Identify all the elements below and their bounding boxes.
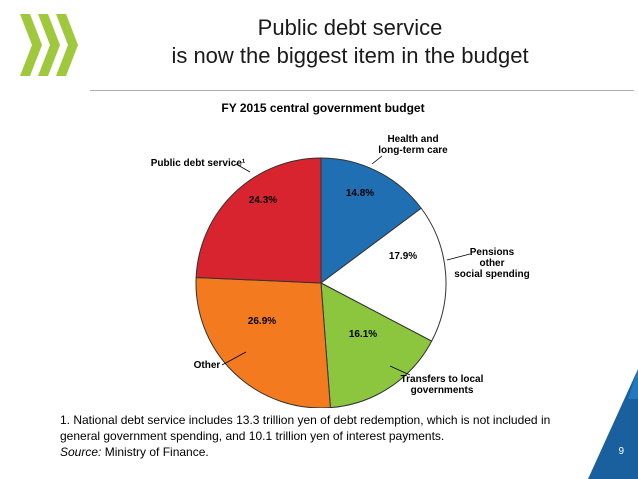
slice-value-label-3: 26.9% [248, 316, 276, 327]
slice-category-label-1: Pensions other social spending [454, 247, 530, 280]
pie-chart: FY 2015 central government budget 14.8% H… [151, 101, 530, 408]
pie-slice-2 [320, 282, 433, 408]
leader-line-0 [371, 155, 383, 165]
leader-line-3 [221, 351, 247, 366]
source-text: Ministry of Finance. [101, 445, 209, 459]
leader-line-4 [235, 163, 251, 173]
pie-slice-3 [195, 276, 331, 408]
title-line-2: is now the biggest item in the budget [171, 43, 529, 68]
footnote: 1. National debt service includes 13.3 t… [60, 412, 580, 460]
logo-chevron-3 [56, 14, 78, 76]
footnote-line-2: general government spending, and 10.1 tr… [60, 429, 445, 443]
title-divider [90, 90, 634, 91]
slice-value-label-4: 24.3% [249, 195, 277, 206]
footnote-source: Source: Ministry of Finance. [60, 444, 580, 460]
slice-category-label-0: Health and long-term care [378, 134, 448, 156]
pie-slice-4 [195, 157, 322, 284]
slice-value-label-0: 14.8% [346, 188, 374, 199]
footnote-line-1: 1. National debt service includes 13.3 t… [60, 413, 551, 427]
page-number: 9 [618, 446, 624, 457]
corner-decoration [588, 369, 638, 479]
source-label: Source: [60, 445, 102, 459]
chart-title: FY 2015 central government budget [221, 101, 424, 115]
pie-slice-0 [320, 157, 422, 284]
oecd-logo [20, 14, 78, 76]
logo-chevron-1 [20, 14, 42, 76]
title-line-1: Public debt service [257, 15, 443, 40]
slice-category-label-3: Other [194, 360, 221, 371]
slice-category-label-2: Transfers to local governments [401, 374, 484, 396]
slice-value-label-2: 16.1% [349, 329, 377, 340]
slice-category-label-4: Public debt service¹ [151, 158, 246, 169]
logo-chevron-2 [38, 14, 60, 76]
leader-line-2 [389, 365, 411, 376]
pie-slice-1 [320, 207, 447, 342]
leader-line-1 [446, 253, 471, 261]
slice-value-label-1: 17.9% [389, 251, 417, 262]
page-title: Public debt service is now the biggest i… [90, 14, 610, 70]
